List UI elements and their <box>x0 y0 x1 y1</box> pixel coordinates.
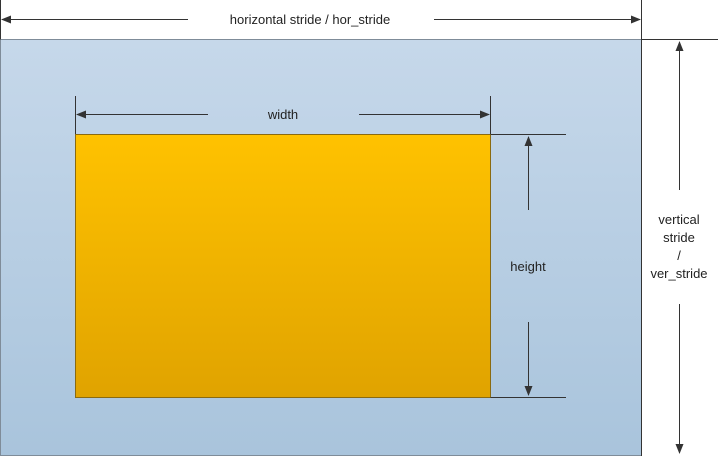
vertical-stride-label: vertical stride / ver_stride <box>640 211 718 283</box>
width-label: width <box>267 107 299 122</box>
horizontal-stride-label: horizontal stride / hor_stride <box>229 12 391 27</box>
vertical-stride-label-line: vertical <box>658 212 700 227</box>
vertical-stride-label-line: ver_stride <box>650 266 708 281</box>
height-label: height <box>510 259 546 274</box>
vertical-stride-label-line: stride <box>663 230 695 245</box>
vertical-stride-label-line: / <box>677 248 681 263</box>
image-area <box>75 134 491 398</box>
